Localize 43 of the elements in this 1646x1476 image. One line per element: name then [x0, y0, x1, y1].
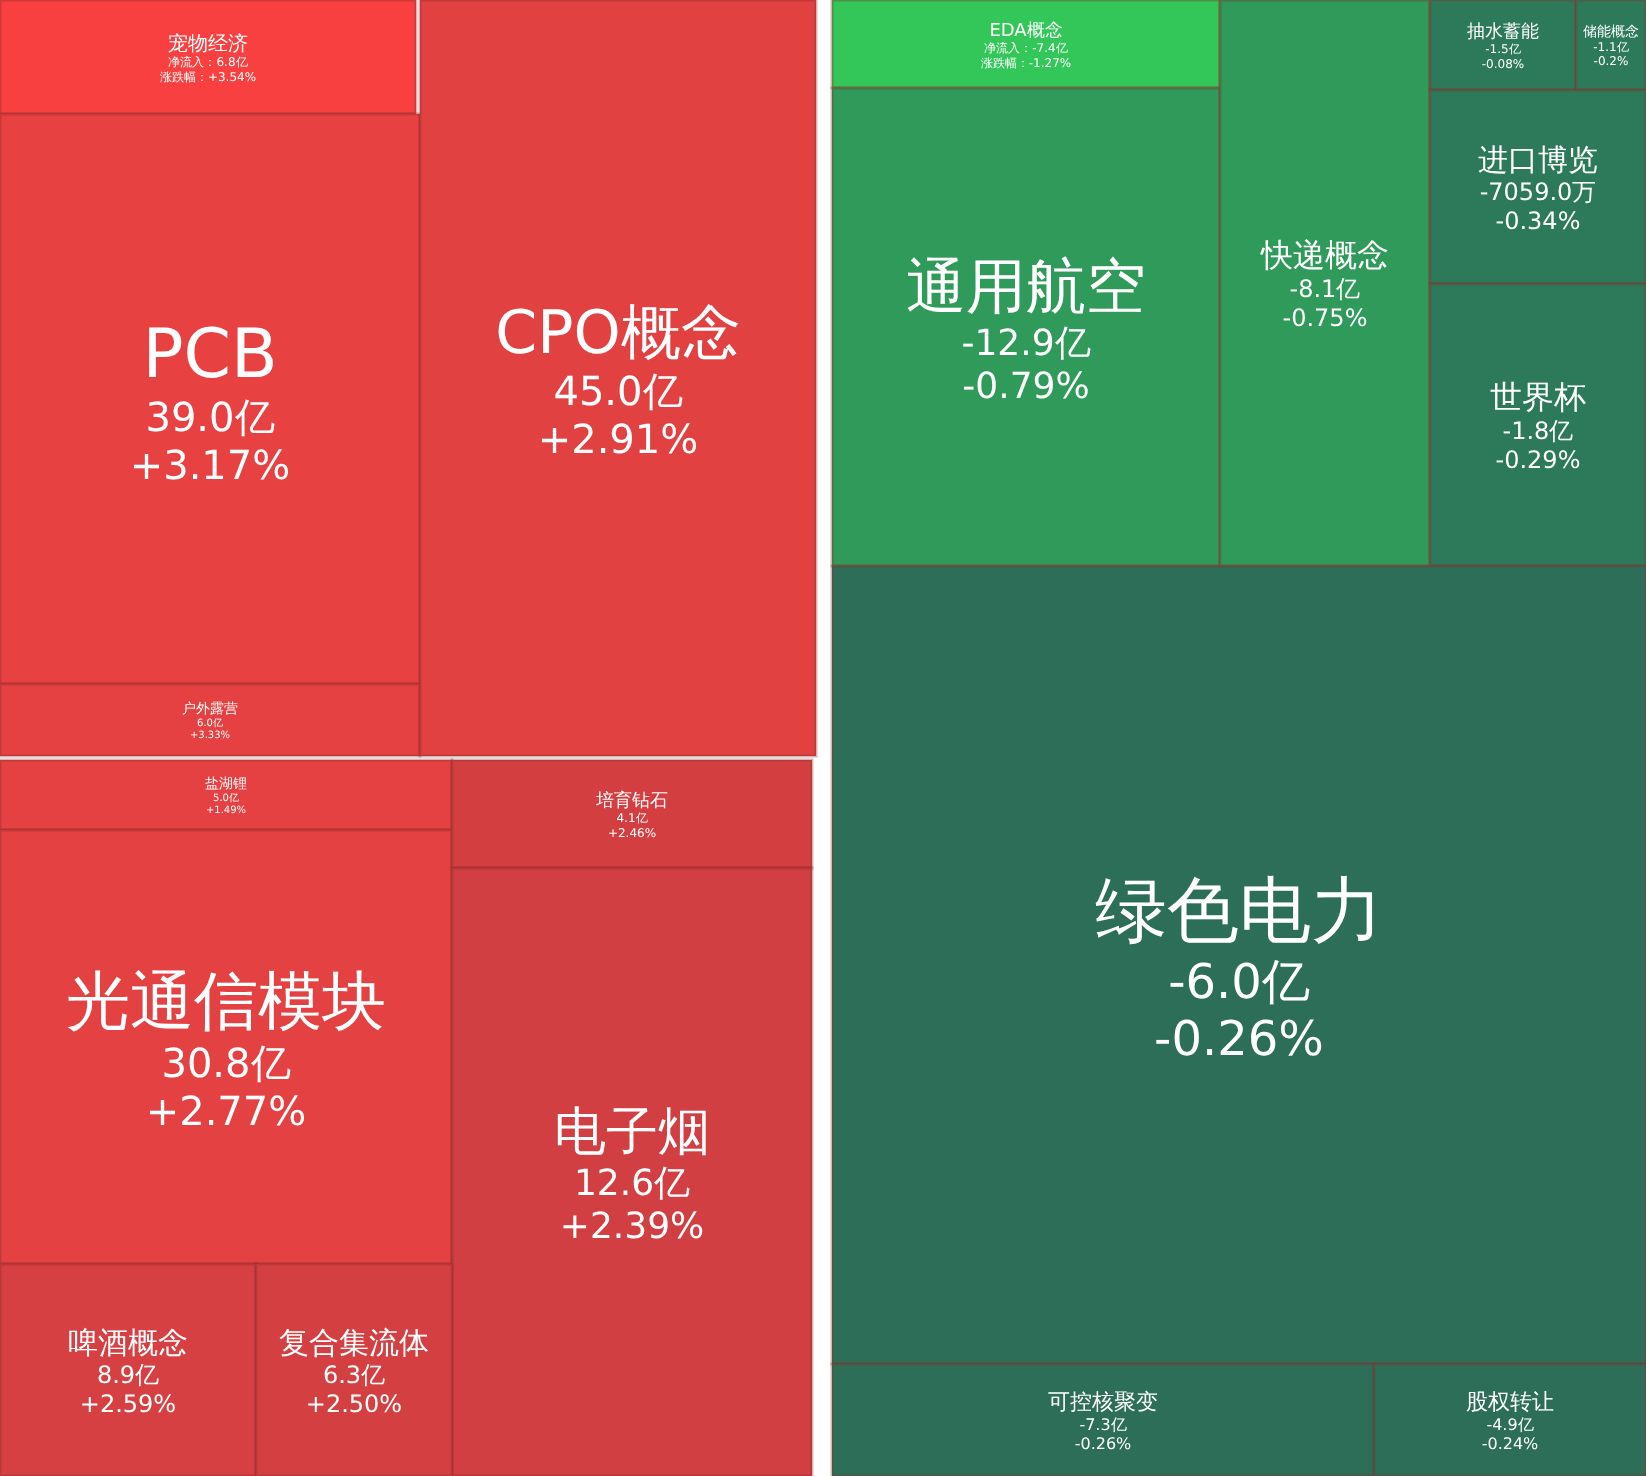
data-label: 30.8亿 — [161, 1038, 291, 1087]
category-label: 快递概念 — [1259, 236, 1389, 275]
category-label: PCB — [142, 314, 278, 395]
data-label: -0.34% — [1495, 206, 1581, 235]
data-label: +2.59% — [79, 1389, 177, 1418]
data-label: 12.6亿 — [573, 1163, 691, 1206]
category-label: 电子烟 — [554, 1102, 710, 1163]
data-label: -1.8亿 — [1502, 416, 1574, 445]
data-label: +2.91% — [537, 415, 699, 464]
data-label: 45.0亿 — [553, 367, 683, 416]
category-label: 进口博览 — [1478, 141, 1598, 178]
data-label: -0.26% — [1154, 1011, 1324, 1068]
category-label: 培育钻石 — [594, 790, 668, 813]
category-label: 通用航空 — [906, 252, 1146, 323]
data-label: +2.39% — [559, 1206, 705, 1249]
data-label: -0.79% — [962, 366, 1090, 409]
data-label: -7.3亿 — [1079, 1415, 1127, 1434]
category-label: 宠物经济 — [168, 32, 248, 57]
data-label: -0.26% — [1074, 1434, 1133, 1453]
data-label: -8.1亿 — [1289, 274, 1361, 303]
data-label: 6.3亿 — [322, 1360, 386, 1389]
data-label: -0.75% — [1282, 303, 1368, 332]
category-label: 绿色电力 — [1095, 870, 1383, 953]
category-label: 复合集流体 — [279, 1324, 429, 1361]
data-label: 8.9亿 — [96, 1360, 160, 1389]
data-label: +2.50% — [305, 1389, 403, 1418]
data-label: +2.77% — [145, 1086, 307, 1135]
data-label: -12.9亿 — [961, 323, 1091, 366]
data-label: -7059.0万 — [1479, 177, 1597, 206]
data-label: 39.0亿 — [145, 393, 275, 441]
category-label: 可控核聚变 — [1048, 1389, 1158, 1416]
category-label: EDA概念 — [989, 20, 1063, 43]
data-label: -0.29% — [1495, 445, 1581, 474]
data-label: +3.17% — [129, 441, 291, 489]
data-label: -4.9亿 — [1486, 1415, 1534, 1434]
category-label: 世界杯 — [1490, 378, 1586, 417]
category-label: 抽水蓄能 — [1467, 21, 1539, 44]
category-label: CPO概念 — [495, 298, 741, 369]
category-label: 光通信模块 — [66, 963, 386, 1040]
category-label: 股权转让 — [1466, 1389, 1554, 1416]
data-label: -6.0亿 — [1168, 953, 1310, 1010]
data-label: -0.24% — [1481, 1434, 1540, 1453]
category-label: 啤酒概念 — [68, 1324, 188, 1361]
